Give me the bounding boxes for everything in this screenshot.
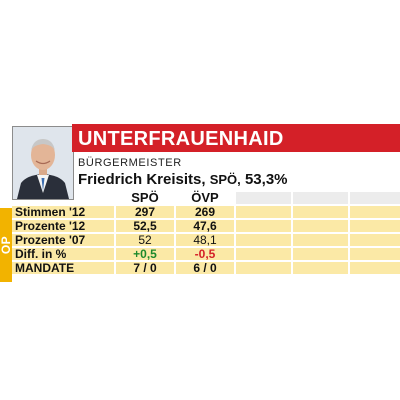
table-row: Prozente '12 52,5 47,6 [12,220,400,233]
result-card: OP UNTERFRAUENHAID BÜRGERMEISTER Friedri… [0,122,400,282]
value-spo: 7 / 0 [116,262,174,274]
title-band: UNTERFRAUENHAID [72,124,400,152]
row-label: Stimmen '12 [12,206,114,218]
column-header-ovp: ÖVP [191,190,219,205]
table-header: SPÖ ÖVP [12,190,400,205]
value-ovp: 269 [176,206,234,218]
table-row: Prozente '07 52 48,1 [12,234,400,247]
value-spo: 52,5 [116,220,174,232]
mayor-photo [12,126,74,200]
row-label: MANDATE [12,262,114,274]
mayor-share: 53,3% [244,171,288,188]
value-ovp: -0,5 [176,248,234,260]
role-label: BÜRGERMEISTER [78,157,182,169]
table-row: MANDATE 7 / 0 6 / 0 [12,262,400,275]
row-label: Prozente '07 [12,234,114,246]
table-row: Stimmen '12 297 269 [12,206,400,219]
value-spo: 52 [116,234,174,246]
mayor-name: Friedrich Kreisits, [78,171,206,188]
side-tab: OP [0,208,13,282]
value-spo: 297 [116,206,174,218]
row-label: Prozente '12 [12,220,114,232]
table-row: Diff. in % +0,5 -0,5 [12,248,400,261]
value-ovp: 47,6 [176,220,234,232]
value-ovp: 6 / 0 [176,262,234,274]
value-ovp: 48,1 [176,234,234,246]
mayor-party: SPÖ, [209,172,241,187]
mayor-line: Friedrich Kreisits, SPÖ, 53,3% [78,171,288,188]
row-label: Diff. in % [12,248,114,260]
value-spo: +0,5 [116,248,174,260]
municipality-title: UNTERFRAUENHAID [78,128,284,150]
column-header-spo: SPÖ [131,190,159,205]
mayor-portrait-icon [13,127,73,199]
